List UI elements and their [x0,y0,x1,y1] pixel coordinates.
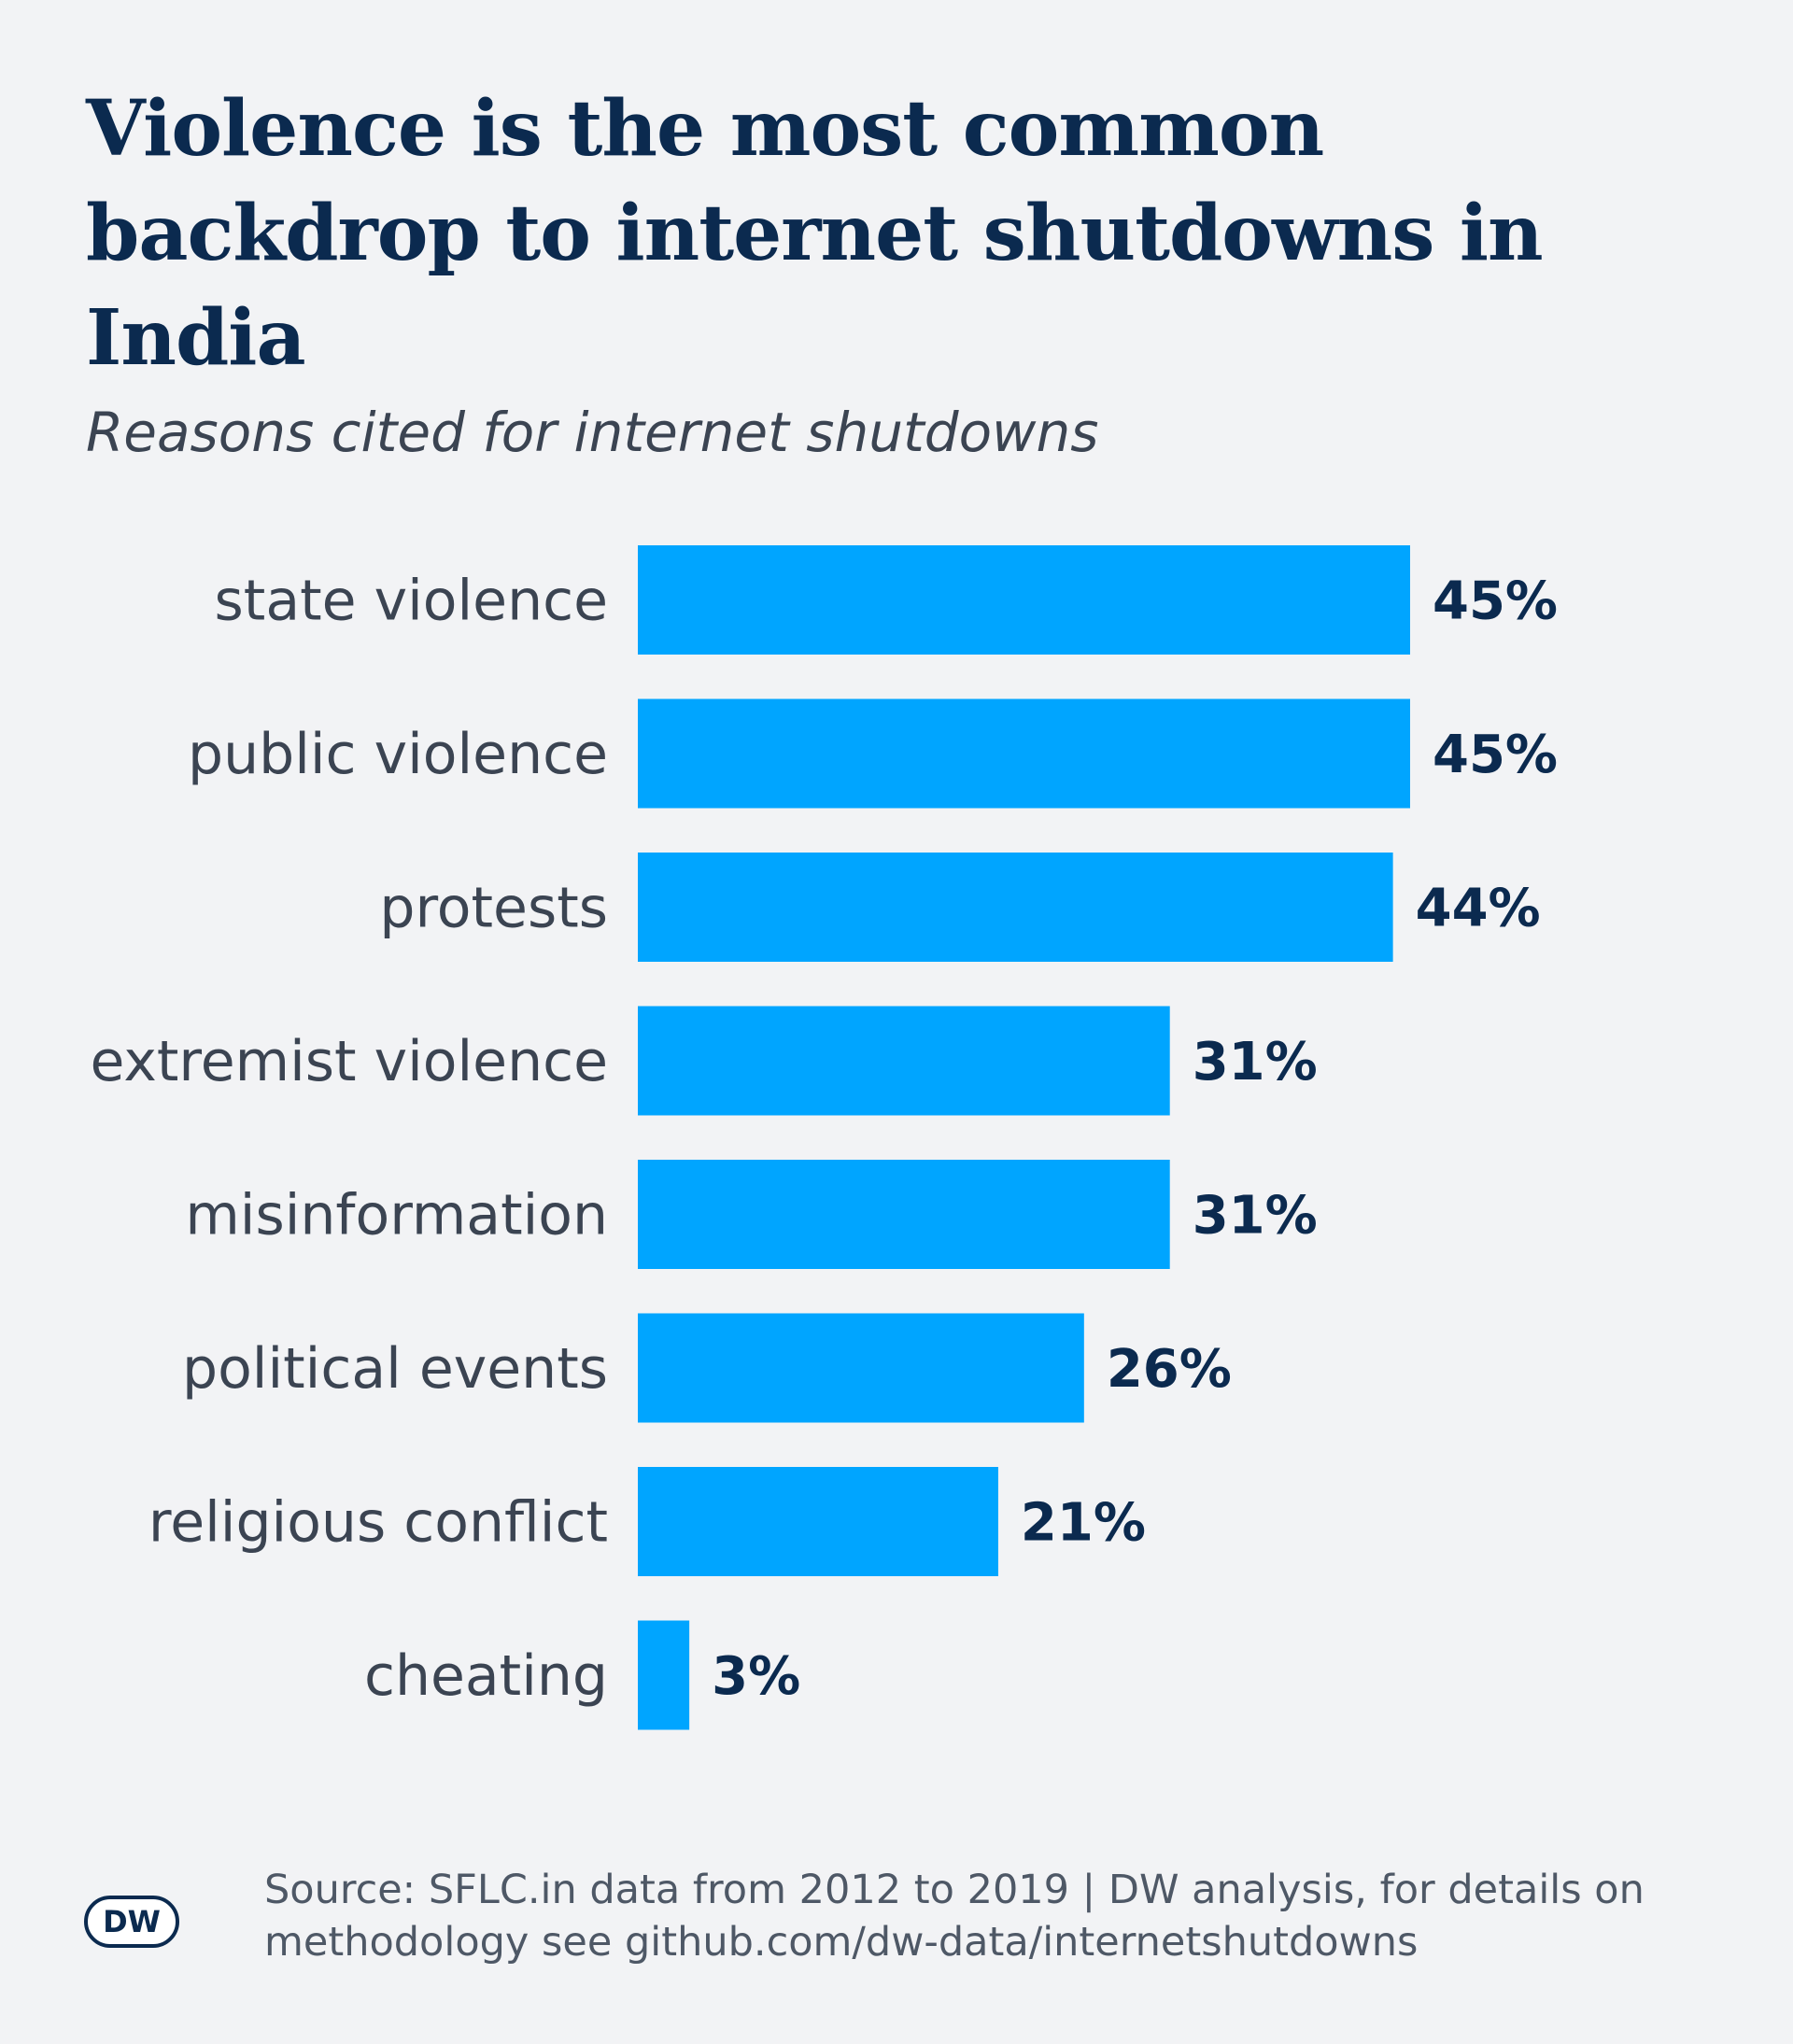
bar-state-violence [638,545,1410,655]
bar-political-events [638,1313,1084,1423]
bar-religious-conflict [638,1467,998,1576]
category-label: religious conflict [148,1490,608,1556]
category-label: misinformation [185,1183,608,1248]
bar-chart: state violence 45% public violence 45% prote… [90,545,1558,1730]
bar-extremist-violence [638,1006,1170,1116]
logo-text: DW [103,1904,161,1939]
bar-cheating [638,1620,690,1730]
value-label: 45% [1433,725,1558,785]
category-label: protests [379,876,608,941]
value-label: 26% [1107,1339,1232,1400]
value-label: 31% [1193,1186,1318,1247]
chart-subtitle: Reasons cited for internet shutdowns [86,401,1099,464]
category-label: political events [182,1336,608,1402]
source-note: Source: SFLC.in data from 2012 to 2019 |… [264,1867,1645,1966]
category-label: extremist violence [90,1029,608,1094]
dw-logo: DW [84,1896,179,1948]
bar-misinformation [638,1160,1170,1269]
value-label: 44% [1416,879,1541,939]
value-label: 31% [1193,1032,1318,1092]
bar-protests [638,853,1393,962]
category-label: state violence [215,569,608,634]
bar-public-violence [638,698,1410,809]
value-label: 45% [1433,571,1558,632]
value-label: 21% [1021,1493,1146,1554]
footer: DW Source: SFLC.in data from 2012 to 201… [0,1864,1793,1976]
category-label: cheating [364,1643,608,1709]
value-label: 3% [712,1646,800,1707]
category-label: public violence [188,722,608,787]
chart-title: Violence is the most common backdrop to … [86,84,1544,383]
